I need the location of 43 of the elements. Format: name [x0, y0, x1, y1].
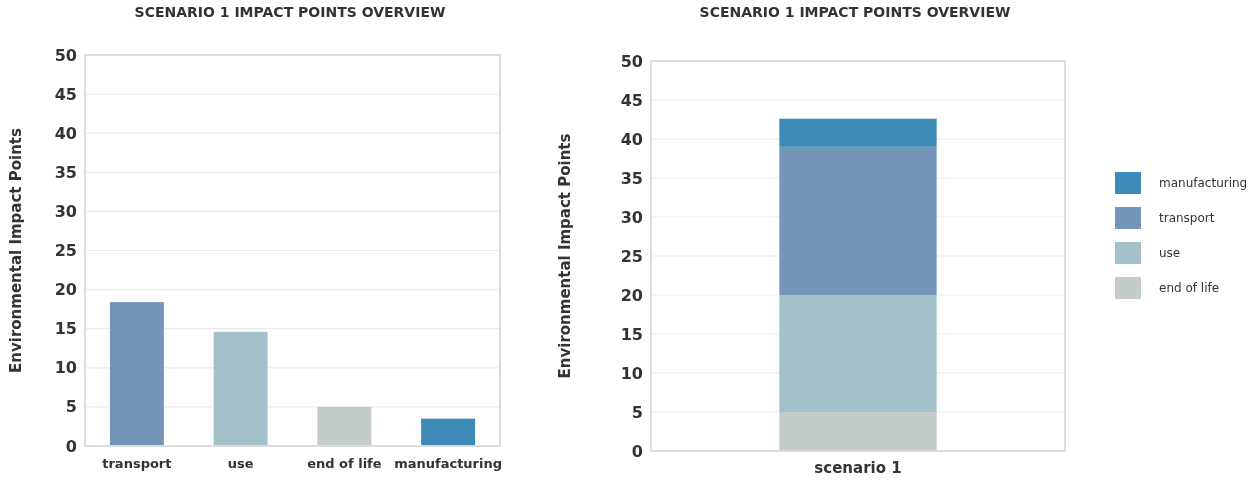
y-tick-label: 50 — [54, 45, 77, 65]
x-tick-label: manufacturing — [394, 456, 503, 471]
y-axis-title: Environmental Impact Points — [556, 133, 574, 379]
y-tick-label: 15 — [620, 324, 643, 344]
chart-title: SCENARIO 1 IMPACT POINTS OVERVIEW — [134, 4, 446, 20]
legend-label: transport — [1159, 211, 1215, 225]
legend-label: use — [1159, 246, 1181, 260]
y-tick-label: 30 — [620, 207, 643, 227]
y-tick-label: 5 — [65, 397, 77, 417]
y-tick-label: 25 — [54, 241, 77, 260]
bar — [213, 331, 268, 446]
y-tick-label: 10 — [54, 358, 77, 378]
bar — [317, 406, 372, 446]
y-tick-label: 0 — [631, 441, 643, 461]
y-tick-label: 45 — [620, 90, 643, 110]
bar — [109, 302, 164, 446]
y-tick-label: 20 — [54, 280, 77, 300]
y-tick-label: 25 — [620, 246, 643, 266]
y-tick-label: 30 — [54, 201, 77, 221]
bar — [779, 412, 937, 451]
legend-label: manufacturing — [1159, 176, 1248, 190]
x-tick-label: use — [227, 456, 254, 471]
y-tick-label: 45 — [54, 84, 77, 104]
y-tick-label: 40 — [54, 123, 77, 143]
y-tick-label: 5 — [631, 402, 643, 422]
y-axis-title: Environmental Impact Points — [7, 127, 25, 373]
bar — [779, 118, 937, 147]
y-tick-label: 40 — [620, 129, 643, 149]
y-tick-label: 35 — [620, 168, 643, 188]
x-tick-label: scenario 1 — [814, 459, 902, 477]
legend-label: end of life — [1159, 281, 1220, 295]
bar — [779, 295, 937, 412]
y-tick-label: 35 — [54, 162, 77, 182]
y-tick-label: 10 — [620, 363, 643, 383]
y-tick-label: 20 — [620, 285, 643, 305]
y-tick-label: 50 — [620, 51, 643, 71]
y-tick-label: 0 — [65, 436, 77, 456]
chart-title: SCENARIO 1 IMPACT POINTS OVERVIEW — [699, 4, 1011, 20]
bar — [779, 146, 937, 295]
bar — [421, 418, 476, 446]
x-tick-label: transport — [102, 456, 172, 471]
y-tick-label: 15 — [54, 319, 77, 339]
x-tick-label: end of life — [307, 456, 382, 471]
